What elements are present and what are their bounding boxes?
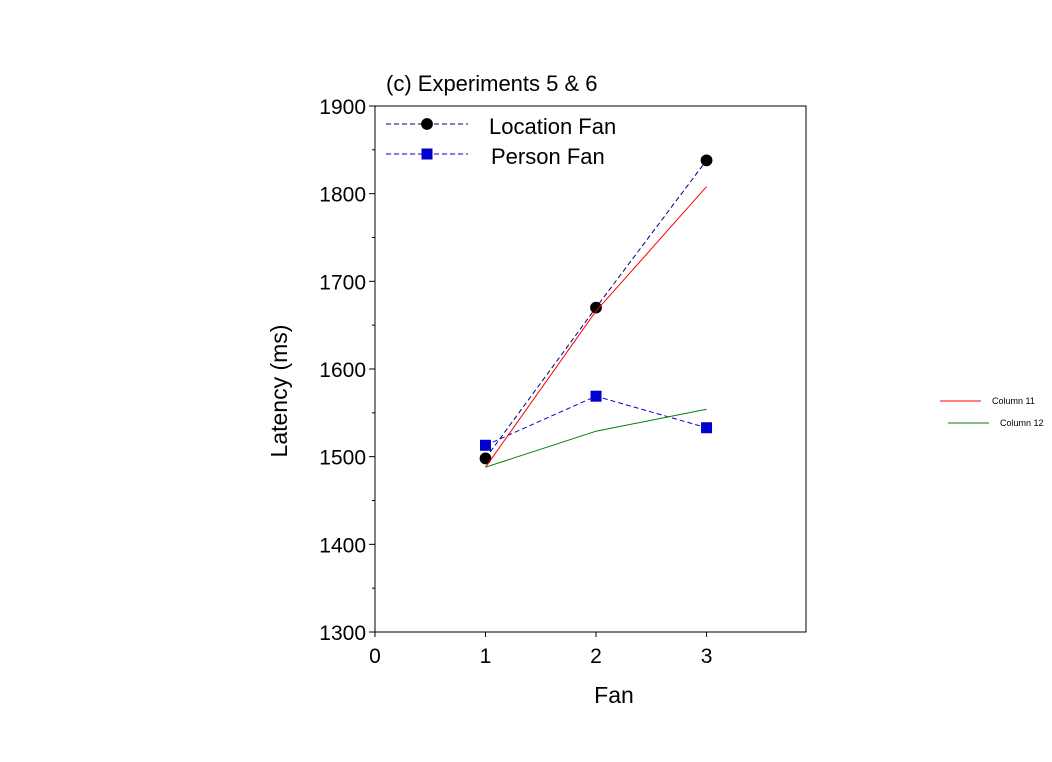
legend: Location Fan Person Fan [386, 114, 616, 169]
series-line-column-12 [485, 408, 707, 468]
x-tick-label: 2 [590, 645, 602, 668]
legend-marker-location-fan [421, 118, 433, 130]
plot-frame [374, 105, 807, 633]
data-point-person-fan [480, 439, 492, 451]
y-tick-label: 1500 [319, 447, 366, 470]
legend-label-location-fan: Location Fan [489, 114, 616, 139]
y-tick-label: 1800 [319, 184, 366, 207]
y-axis: 1300 1400 1500 1600 1700 1800 1900 [319, 96, 375, 645]
x-tick-label: 3 [701, 645, 713, 668]
x-axis-label: Fan [594, 682, 634, 708]
x-tick-label: 0 [369, 645, 381, 668]
legend-label-person-fan: Person Fan [491, 144, 605, 169]
legend-marker-person-fan [421, 148, 433, 160]
data-point-location-fan [479, 452, 492, 465]
x-axis: 0 1 2 3 [369, 632, 712, 668]
x-tick-label: 1 [480, 645, 492, 668]
y-tick-label: 1300 [319, 622, 366, 645]
side-legend: Column 11 Column 12 [940, 396, 1044, 428]
y-tick-label: 1700 [319, 271, 366, 294]
series-line-column-11 [485, 186, 707, 468]
series-layer [479, 154, 713, 468]
side-legend-label-column-11: Column 11 [992, 396, 1035, 406]
side-legend-label-column-12: Column 12 [1000, 418, 1044, 428]
y-tick-label: 1900 [319, 96, 366, 119]
y-axis-label: Latency (ms) [266, 325, 292, 458]
chart-title: (c) Experiments 5 & 6 [386, 71, 598, 96]
data-point-person-fan [590, 390, 602, 402]
data-point-location-fan [590, 301, 602, 314]
y-tick-label: 1400 [319, 534, 366, 557]
y-tick-label: 1600 [319, 359, 366, 382]
data-point-location-fan [700, 154, 713, 167]
data-point-person-fan [701, 422, 713, 434]
